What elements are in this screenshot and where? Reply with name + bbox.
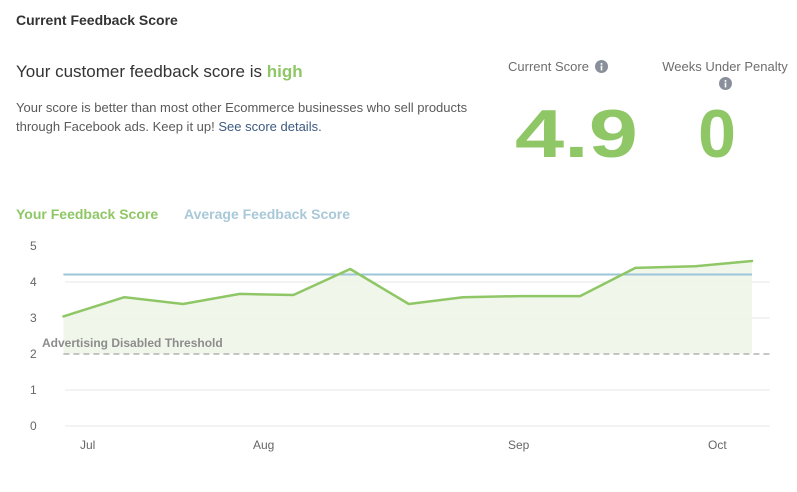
svg-text:Jul: Jul (80, 438, 95, 452)
svg-text:4: 4 (30, 275, 37, 289)
svg-text:Oct: Oct (708, 438, 727, 452)
svg-text:5: 5 (30, 239, 37, 253)
svg-text:Sep: Sep (508, 438, 530, 452)
svg-text:2: 2 (30, 347, 37, 361)
svg-text:1: 1 (30, 383, 37, 397)
svg-text:0: 0 (30, 419, 37, 433)
svg-text:Advertising Disabled Threshold: Advertising Disabled Threshold (42, 336, 223, 350)
svg-text:Aug: Aug (253, 438, 274, 452)
svg-text:3: 3 (30, 311, 37, 325)
